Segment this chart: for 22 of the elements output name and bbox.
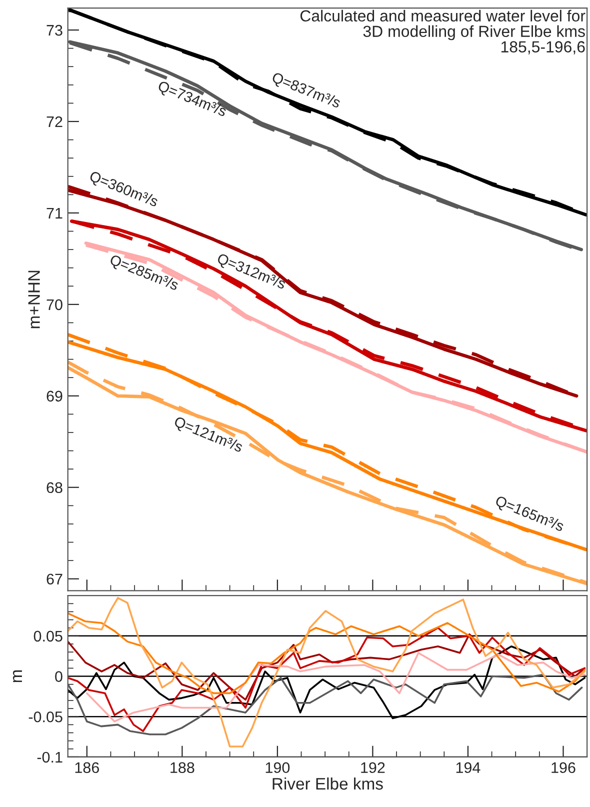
y-axis-title: m+NHN — [28, 270, 40, 328]
text: Calculated and measured water level for 3D modelling of River Elbe kms 185,5-196,6 — [300, 10, 586, 54]
x-tick-label: 192 — [361, 762, 385, 774]
y-tick-label: 67 — [46, 574, 62, 585]
x-tick-label: 190 — [266, 762, 290, 774]
y-tick-label: 0.05 — [34, 630, 62, 642]
y-tick-label: 71 — [46, 208, 62, 218]
y-tick-label: -0.05 — [28, 711, 62, 722]
line-series — [68, 626, 586, 732]
y-tick-label: 70 — [46, 299, 62, 310]
x-tick-label: 194 — [456, 762, 480, 774]
y-tick-label: 73 — [46, 24, 62, 36]
y-tick-label: 69 — [46, 390, 62, 402]
x-tick-label: 186 — [75, 762, 99, 774]
x-tick-label: 196 — [552, 762, 576, 774]
y-axis-title: m — [12, 670, 22, 682]
x-axis-title: River Elbe kms — [272, 777, 383, 790]
y-tick-label: 68 — [46, 482, 62, 494]
y-tick-label: 0 — [55, 671, 62, 682]
y-tick-label: 72 — [46, 116, 62, 128]
x-tick-label: 188 — [170, 762, 194, 774]
y-tick-label: -0.1 — [37, 752, 62, 763]
